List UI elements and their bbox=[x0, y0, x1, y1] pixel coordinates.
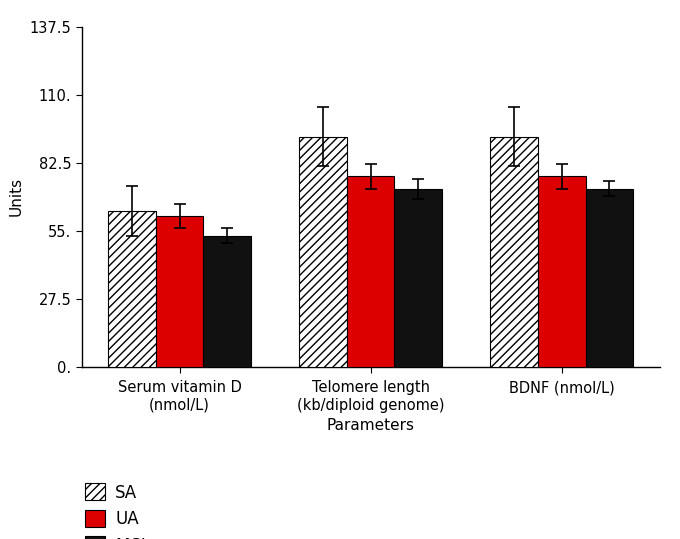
Y-axis label: Units: Units bbox=[9, 177, 24, 216]
Bar bbox=[585, 189, 633, 367]
Bar bbox=[490, 137, 538, 367]
X-axis label: Parameters: Parameters bbox=[326, 418, 415, 433]
Bar bbox=[538, 176, 585, 367]
Bar bbox=[108, 211, 156, 367]
Bar bbox=[394, 189, 442, 367]
Bar bbox=[203, 236, 251, 367]
Bar bbox=[156, 216, 203, 367]
Bar bbox=[299, 137, 347, 367]
Legend: SA, UA, MCI: SA, UA, MCI bbox=[78, 476, 152, 539]
Bar bbox=[347, 176, 394, 367]
